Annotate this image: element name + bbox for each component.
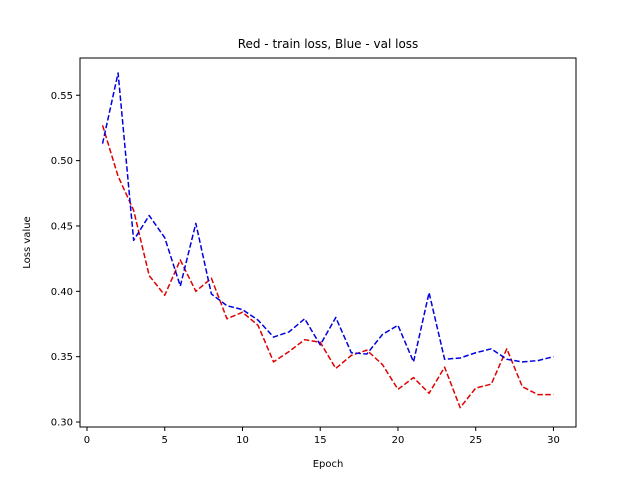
y-tick-label: 0.35 [51,352,73,363]
val-loss-line [101,72,554,363]
y-axis: 0.30 0.35 0.40 0.45 0.50 0.55 [51,91,80,429]
plot-frame [79,57,577,428]
y-tick-label: 0.55 [51,91,73,102]
train-loss-line [101,125,554,409]
x-tick-label: 5 [162,435,168,446]
chart-title: Red - train loss, Blue - val loss [238,37,419,51]
x-tick-label: 20 [392,435,405,446]
x-tick-label: 30 [547,435,560,446]
x-tick-label: 0 [84,435,90,446]
y-tick-label: 0.30 [51,418,73,429]
y-tick-label: 0.40 [51,287,73,298]
x-axis: 0 5 10 15 20 25 30 [84,427,560,446]
series-layer [101,72,554,409]
x-tick-label: 10 [236,435,249,446]
x-tick-label: 25 [469,435,482,446]
y-tick-label: 0.45 [51,221,73,232]
x-tick-label: 15 [314,435,327,446]
x-axis-label: Epoch [313,459,344,470]
y-tick-label: 0.50 [51,156,73,167]
y-axis-label: Loss value [22,216,33,268]
